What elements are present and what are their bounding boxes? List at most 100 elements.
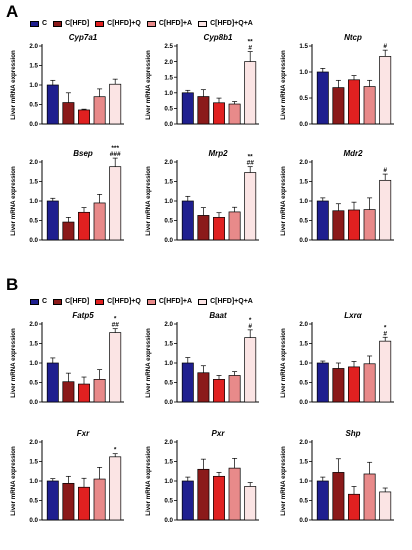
y-tick-label: 0.5	[164, 218, 173, 225]
y-axis-label: Liver mRNA expression	[145, 166, 152, 236]
bar	[197, 215, 210, 241]
bar	[181, 200, 194, 241]
bar	[379, 56, 392, 125]
bar	[316, 362, 329, 403]
chart-shp: Shp Liver mRNA expression 0.0 0.5 1.0 1.5 2.0	[280, 429, 394, 524]
y-tick-label: 1.5	[299, 43, 308, 50]
chart-title: Cyp8b1	[204, 33, 233, 42]
significance-label: ##	[247, 160, 255, 167]
y-tick-label: 2.0	[164, 159, 173, 166]
bar	[379, 179, 392, 241]
y-axis-label: Liver mRNA expression	[280, 50, 287, 120]
bar	[348, 366, 360, 403]
y-tick-label: 1.0	[29, 82, 38, 89]
y-tick-label: 0.0	[29, 237, 38, 244]
y-axis-label: Liver mRNA expression	[10, 50, 17, 120]
legend-item: C[HFD]	[53, 298, 89, 305]
chart-title: Lxrα	[344, 311, 362, 320]
y-tick-label: 0.0	[299, 121, 308, 128]
bar	[363, 473, 376, 521]
y-tick-label: 1.0	[299, 360, 308, 367]
y-axis-label: Liver mRNA expression	[10, 166, 17, 236]
y-tick-label: 1.0	[29, 198, 38, 205]
legend-item: C[HFD]+Q	[95, 298, 141, 305]
y-tick-label: 0.0	[164, 121, 173, 128]
panel-label-b: B	[6, 275, 19, 294]
legend-swatch	[30, 298, 39, 305]
legend-label: C[HFD]+Q	[107, 298, 141, 305]
y-tick-label: 1.5	[29, 179, 38, 186]
chart-title: Mdr2	[343, 149, 363, 158]
y-tick-label: 1.0	[299, 198, 308, 205]
y-tick-label: 2.0	[164, 59, 173, 66]
chart-mrp2: Mrp2 Liver mRNA expression 0.0 0.5 1.0 1.5 2.0…	[145, 149, 259, 244]
y-tick-label: 1.0	[164, 360, 173, 367]
legend-item: C[HFD]+Q+A	[198, 20, 253, 27]
legend-swatch	[53, 20, 63, 27]
legend-label: C[HFD]+Q+A	[210, 20, 253, 27]
y-axis-label: Liver mRNA expression	[145, 328, 152, 398]
bar	[197, 96, 210, 125]
bar	[62, 381, 75, 403]
legend-label: C[HFD]+A	[158, 20, 193, 27]
bar	[244, 486, 257, 521]
bar	[197, 372, 210, 403]
chart-fxr: Fxr Liver mRNA expression 0.0 0.5 1.0 1.5 2.0 *	[10, 429, 124, 524]
y-tick-label: 0.0	[299, 517, 308, 524]
bar	[332, 472, 345, 521]
chart-ntcp: Ntcp Liver mRNA expression 0.0 0.5 1.0 1.5 #	[280, 33, 394, 128]
bar	[379, 491, 392, 521]
chart-fatp5: Fatp5 Liver mRNA expression 0.0 0.5 1.0 1.5 2.…	[10, 311, 124, 406]
bar	[109, 83, 122, 125]
legend-label: C[HFD]+Q+A	[210, 298, 253, 305]
legend-swatch	[95, 20, 105, 27]
bar	[109, 166, 122, 241]
chart-cyp8b1: Cyp8b1 Liver mRNA expression 0.0 0.5 1.0 1.5 2…	[145, 33, 259, 128]
bar	[78, 211, 90, 241]
significance-label: ***	[111, 145, 119, 152]
legend-item: C	[30, 298, 47, 305]
chart-pxr: Pxr Liver mRNA expression 0.0 0.5 1.0 1.5 2.0	[145, 429, 259, 524]
y-tick-label: 1.5	[29, 459, 38, 466]
chart-title: Ntcp	[344, 33, 362, 42]
y-tick-label: 2.0	[29, 321, 38, 328]
y-tick-label: 1.5	[29, 341, 38, 348]
y-tick-label: 2.0	[29, 439, 38, 446]
y-axis-label: Liver mRNA expression	[10, 446, 17, 516]
significance-label: *	[384, 324, 387, 331]
bar	[181, 480, 194, 521]
y-tick-label: 1.0	[164, 198, 173, 205]
y-tick-label: 0.0	[164, 237, 173, 244]
bar	[332, 210, 345, 241]
bar	[228, 375, 241, 403]
y-axis-label: Liver mRNA expression	[280, 328, 287, 398]
y-tick-label: 2.0	[299, 159, 308, 166]
significance-label: **	[248, 154, 254, 161]
bar	[109, 456, 122, 521]
bar	[213, 217, 225, 241]
bar	[316, 480, 329, 521]
y-tick-label: 0.0	[29, 399, 38, 406]
bar	[348, 79, 360, 125]
bar	[363, 363, 376, 403]
y-tick-label: 0.5	[164, 106, 173, 113]
legend-b: C C[HFD] C[HFD]+Q C[HFD]+A C[HFD]+Q+A	[30, 298, 259, 305]
y-tick-label: 1.0	[164, 478, 173, 485]
legend-a: C C[HFD] C[HFD]+Q C[HFD]+A C[HFD]+Q+A	[30, 20, 259, 27]
y-tick-label: 1.0	[29, 360, 38, 367]
bar	[244, 61, 257, 125]
y-tick-label: 1.0	[29, 478, 38, 485]
bar	[228, 467, 241, 521]
bar	[197, 468, 210, 521]
significance-label: #	[248, 45, 252, 52]
chart-title: Baat	[209, 311, 227, 320]
bar	[78, 109, 90, 125]
y-tick-label: 0.5	[29, 102, 38, 109]
legend-swatch	[198, 298, 208, 305]
chart-title: Bsep	[73, 149, 93, 158]
y-axis-label: Liver mRNA expression	[280, 166, 287, 236]
significance-label: **	[248, 39, 254, 46]
y-tick-label: 1.5	[299, 459, 308, 466]
legend-item: C[HFD]+A	[146, 298, 192, 305]
legend-swatch	[53, 298, 63, 305]
